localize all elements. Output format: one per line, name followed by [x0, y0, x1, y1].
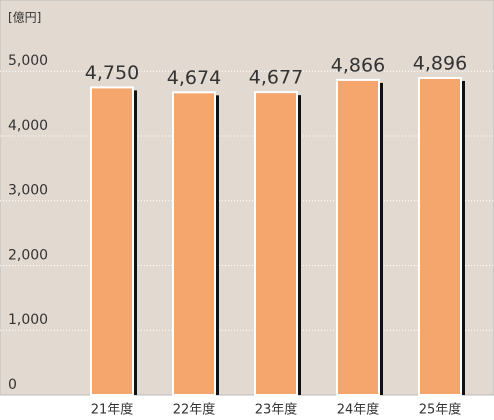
- y-tick-label: 2,000: [8, 247, 48, 263]
- y-unit-label: [億円]: [8, 11, 41, 25]
- y-tick-label: 5,000: [8, 53, 48, 69]
- y-tick-label: 0: [8, 377, 17, 393]
- bar: [172, 91, 216, 396]
- value-label: 4,896: [413, 52, 467, 74]
- x-tick-label: 21年度: [91, 402, 134, 418]
- value-label: 4,677: [249, 67, 303, 89]
- x-tick-label: 22年度: [173, 402, 216, 418]
- value-label: 4,750: [85, 62, 139, 84]
- y-tick-label: 4,000: [8, 118, 48, 134]
- x-tick-label: 24年度: [337, 402, 380, 418]
- y-tick-label: 1,000: [8, 312, 48, 328]
- x-tick-label: 25年度: [419, 402, 462, 418]
- value-label: 4,674: [167, 67, 221, 89]
- x-tick-label: 23年度: [255, 402, 298, 418]
- bar: [90, 86, 134, 396]
- value-label: 4,866: [331, 54, 385, 76]
- bar: [418, 76, 462, 397]
- y-tick-label: 3,000: [8, 183, 48, 199]
- bar: [336, 78, 380, 396]
- plot-area: [0, 0, 494, 396]
- bar: [254, 91, 298, 396]
